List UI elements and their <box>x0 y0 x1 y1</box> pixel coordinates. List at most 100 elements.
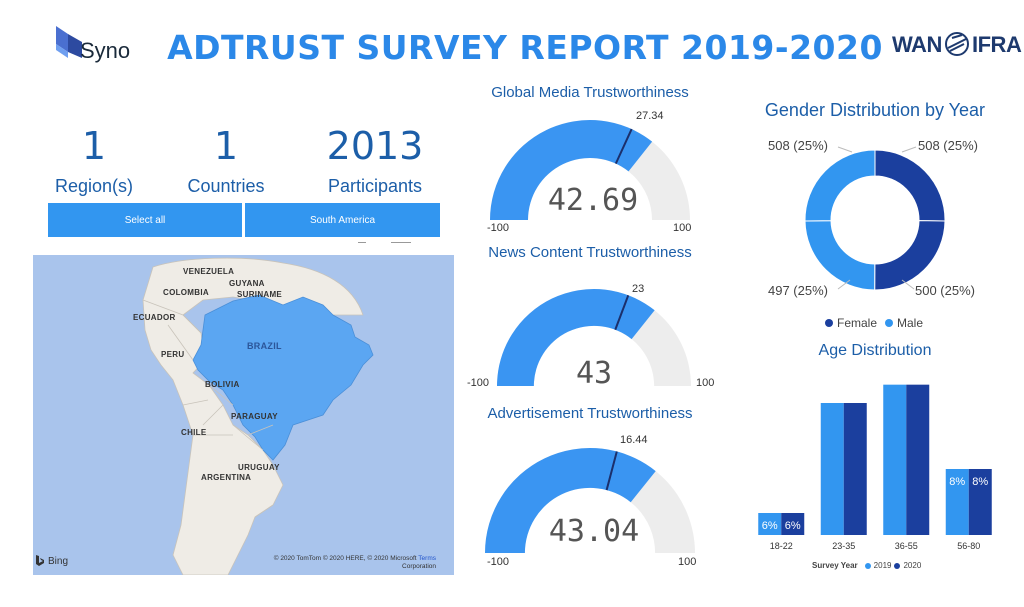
age-axis-tick-label: 18-22 <box>770 541 793 551</box>
kpi-countries-value: 1 <box>213 124 239 168</box>
age-bar-18-22-2019 <box>758 513 782 535</box>
map-label-brazil: BRAZIL <box>247 341 282 351</box>
bing-attribution-logo: Bing <box>35 555 68 567</box>
age-axis-tick-label: 23-35 <box>832 541 855 551</box>
map-copyright: © 2020 TomTom © 2020 HERE, © 2020 Micros… <box>274 555 436 571</box>
slicer-scroll-indicator-2 <box>391 242 411 243</box>
kpi-regions-label: Region(s) <box>54 176 134 196</box>
age-bar-chart: 6% 6% 18-22 23-35 36-55 8% 8% 56-80 <box>758 384 992 551</box>
age-axis-tick-label: 56-80 <box>957 541 980 551</box>
gauge-3-min: -100 <box>487 556 510 568</box>
gender-chart-title: Gender Distribution by Year <box>764 100 986 120</box>
gauge-1-min: -100 <box>487 222 510 234</box>
kpi-regions-value: 1 <box>81 124 107 168</box>
slicer-scroll-indicator <box>358 242 366 243</box>
gauge-fill <box>485 448 656 553</box>
age-bar-36-55-2019 <box>883 384 907 535</box>
gauge-target-marker <box>605 451 618 491</box>
syno-logo: Syno <box>52 24 142 68</box>
map-land-andes <box>142 299 284 575</box>
gauge-3-title: Advertisement Trustworthiness <box>487 405 693 422</box>
syno-logo-text: Syno <box>80 38 131 63</box>
gauge-2-value: 43 <box>575 356 613 391</box>
legend-2019-swatch <box>864 562 871 569</box>
map-label-colombia: COLOMBIA <box>163 288 209 297</box>
legend-male-label[interactable]: Male <box>897 316 924 330</box>
map-label-paraguay: PARAGUAY <box>231 412 278 421</box>
gauge-target-marker <box>614 294 630 331</box>
slicer-select-all-button[interactable]: Select all <box>48 203 242 237</box>
map-borders <box>167 314 274 518</box>
map-label-uruguay: URUGUAY <box>238 463 280 472</box>
age-bar-data-label: 8% <box>972 476 988 488</box>
map-label-chile: CHILE <box>181 428 207 437</box>
age-axis-tick-label: 36-55 <box>895 541 918 551</box>
map-label-bolivia: BOLIVIA <box>205 380 240 389</box>
wan-ifra-logo: WAN IFRA <box>892 30 1022 62</box>
age-bar-36-55-2020 <box>906 384 930 535</box>
wan-ifra-logo-text-a: WAN <box>892 32 942 57</box>
map-label-ecuador: ECUADOR <box>133 313 176 322</box>
gauge-2-min: -100 <box>467 377 490 389</box>
gauge-1-title: Global Media Trustworthiness <box>491 84 689 101</box>
gauge-3-target: 16.44 <box>620 434 648 446</box>
syno-logo-icon <box>56 26 82 58</box>
bing-icon <box>36 555 44 566</box>
map-label-argentina: ARGENTINA <box>201 473 252 482</box>
legend-2020-label[interactable]: 2020 <box>903 561 922 570</box>
gauge-1-value: 42.69 <box>547 183 639 218</box>
gauge-1-target: 27.34 <box>636 110 664 122</box>
map-label-guyana: GUYANA <box>229 279 265 288</box>
gauge-target-marker <box>614 128 633 165</box>
age-bar-data-label: 6% <box>785 520 801 532</box>
map-terms-link[interactable]: Terms <box>418 555 436 562</box>
kpi-countries-label: Countries <box>187 176 265 196</box>
map-label-venezuela: VENEZUELA <box>183 267 235 276</box>
age-legend-title: Survey Year <box>812 561 858 570</box>
kpi-participants-label: Participants <box>327 176 423 196</box>
gender-label-top-left: 508 (25%) <box>768 138 828 153</box>
page-title: ADTRUST SURVEY REPORT 2019-2020 <box>167 28 883 67</box>
gauge-3 <box>485 448 695 553</box>
gauge-3-max: 100 <box>678 556 697 568</box>
legend-2020-swatch <box>894 562 901 569</box>
gender-leader-lines <box>837 146 917 290</box>
age-bar-56-80-2020 <box>968 469 992 535</box>
age-bar-18-22-2020 <box>781 513 805 535</box>
gauge-2-title: News Content Trustworthiness <box>488 244 692 261</box>
legend-male-swatch <box>885 319 894 327</box>
map-land-layer <box>142 257 374 575</box>
region-map[interactable]: VENEZUELA GUYANA SURINAME COLOMBIA ECUAD… <box>33 255 454 575</box>
age-chart-legend: Survey Year 2019 2020 <box>812 561 921 570</box>
age-bar-56-80-2019 <box>945 469 969 535</box>
gender-legend: Female Male <box>825 316 923 330</box>
gauge-3-value: 43.04 <box>548 514 640 549</box>
legend-female-swatch <box>825 319 833 327</box>
gauge-1-max: 100 <box>673 222 692 234</box>
map-copyright-line2: Corporation <box>402 563 436 570</box>
gender-label-bottom-right: 500 (25%) <box>915 283 975 298</box>
gender-label-bottom-left: 497 (25%) <box>768 283 828 298</box>
legend-female-label[interactable]: Female <box>837 316 878 330</box>
map-brazil-shape <box>192 294 374 461</box>
gender-label-top-right: 508 (25%) <box>918 138 978 153</box>
globe-icon <box>945 32 969 56</box>
age-bar-23-35-2019 <box>820 403 844 535</box>
gauge-1 <box>490 120 690 220</box>
gauge-2 <box>497 289 691 386</box>
map-label-suriname: SURINAME <box>237 290 283 299</box>
gender-donut-chart <box>804 149 946 291</box>
age-bar-23-35-2020 <box>843 403 867 535</box>
donut-slice-3 <box>804 149 876 222</box>
age-bar-data-label: 6% <box>762 520 778 532</box>
gauge-fill <box>497 289 655 386</box>
map-label-peru: PERU <box>161 350 185 359</box>
slicer-south-america-button[interactable]: South America <box>245 203 440 237</box>
map-copyright-line1: © 2020 TomTom © 2020 HERE, © 2020 Micros… <box>273 555 417 562</box>
gauge-2-max: 100 <box>696 377 715 389</box>
wan-ifra-logo-text-b: IFRA <box>972 32 1022 57</box>
legend-2019-label[interactable]: 2019 <box>873 561 892 570</box>
kpi-participants-value: 2013 <box>326 124 424 168</box>
gauge-2-target: 23 <box>632 283 645 295</box>
bing-label: Bing <box>48 555 69 567</box>
